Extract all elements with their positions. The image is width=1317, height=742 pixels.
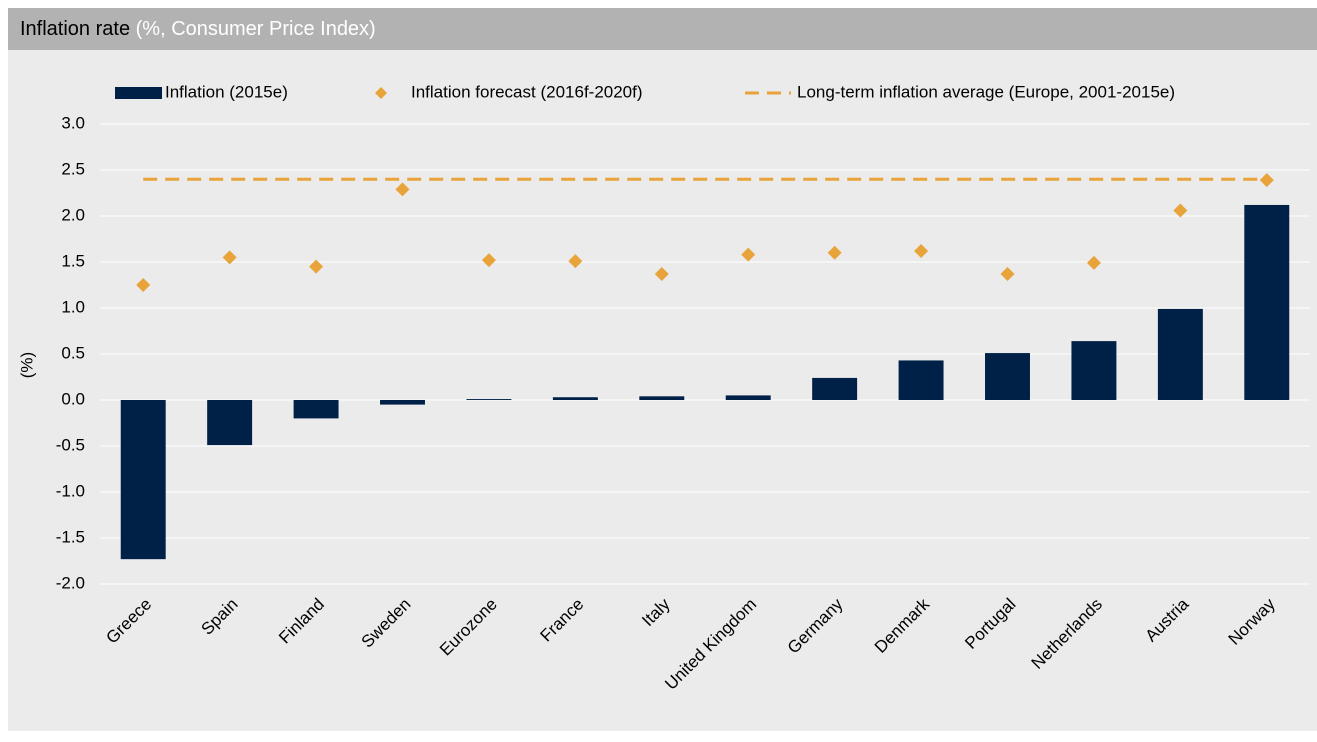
bar [552, 397, 598, 400]
y-tick-label: 0.0 [61, 389, 85, 408]
y-tick-label: 1.5 [61, 251, 85, 270]
y-axis-label: (%) [17, 352, 36, 378]
bar [120, 400, 166, 560]
forecast-marker [654, 266, 669, 281]
legend-swatch [375, 87, 387, 99]
y-tick-label: -1.5 [56, 527, 85, 546]
bar [725, 395, 771, 400]
forecast-marker [481, 253, 496, 268]
bar [466, 399, 512, 400]
bar [207, 400, 253, 446]
chart-title: Inflation rate (%, Consumer Price Index) [20, 18, 376, 40]
forecast-marker [568, 254, 583, 269]
forecast-marker [827, 245, 842, 260]
forecast-marker [914, 243, 929, 258]
title-bar [8, 8, 1317, 50]
forecast-marker [1000, 266, 1015, 281]
forecast-marker [395, 182, 410, 197]
y-tick-label: 3.0 [61, 113, 85, 132]
bar [898, 360, 944, 400]
legend-label: Inflation forecast (2016f-2020f) [411, 82, 643, 101]
y-tick-label: -0.5 [56, 435, 85, 454]
bar [380, 400, 425, 405]
bar [1157, 308, 1203, 400]
forecast-marker [1086, 255, 1101, 270]
bar [985, 353, 1030, 400]
legend: Inflation (2015e) Inflation forecast (201… [115, 82, 1175, 101]
legend-swatch [115, 87, 162, 99]
forecast-marker [309, 259, 324, 274]
bar [1071, 341, 1117, 400]
forecast-marker [741, 247, 756, 262]
legend-label: Long-term inflation average (Europe, 200… [797, 82, 1175, 101]
subtitle: (%, Consumer Price Index) [136, 18, 376, 40]
bar [1244, 204, 1290, 400]
y-tick-label: -1.0 [56, 481, 85, 500]
bar [639, 396, 685, 400]
y-tick-label: 2.0 [61, 205, 85, 224]
y-tick-label: 2.5 [61, 159, 85, 178]
forecast-marker [1173, 203, 1188, 218]
y-tick-label: 0.5 [61, 343, 85, 362]
y-tick-label: 1.0 [61, 297, 85, 316]
forecast-marker [136, 278, 151, 292]
forecast-marker [222, 250, 237, 265]
bar [812, 377, 858, 400]
y-tick-label: -2.0 [56, 573, 85, 592]
bar [293, 400, 339, 419]
title: Inflation rate [20, 18, 130, 40]
legend-label: Inflation (2015e) [165, 82, 288, 101]
